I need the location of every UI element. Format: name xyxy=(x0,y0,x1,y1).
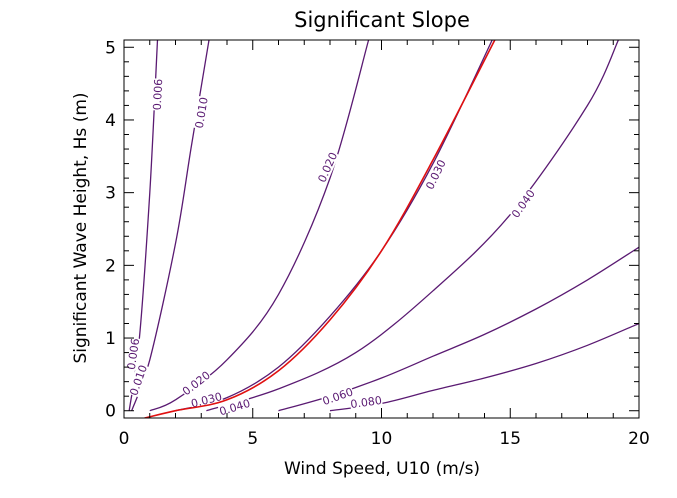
contour-label-mask xyxy=(349,393,383,411)
x-tick-label: 0 xyxy=(119,429,130,449)
contour-label-mask xyxy=(150,78,165,111)
x-tick-label: 5 xyxy=(247,429,258,449)
contour-label-mask xyxy=(217,396,252,418)
contour-label-mask xyxy=(320,385,355,408)
contour-label-text: 0.040 xyxy=(218,397,252,419)
plot-area: 0.0060.0060.0100.0100.0200.0200.0300.030… xyxy=(124,40,639,419)
y-tick-label: 0 xyxy=(105,402,116,422)
y-tick-label: 4 xyxy=(105,111,116,131)
contour-label-mask xyxy=(423,157,448,192)
contour-line-0_020 xyxy=(149,40,370,412)
contour-label: 0.006 xyxy=(124,337,142,371)
contour-label-text: 0.040 xyxy=(509,187,538,220)
contour-line-0_010 xyxy=(131,40,210,411)
axes: 0 5 10 15 20 0 1 2 3 4 5 xyxy=(105,38,650,449)
contour-label-mask xyxy=(189,390,224,410)
contour-label: 0.010 xyxy=(192,95,211,130)
x-axis-label: Wind Speed, U10 (m/s) xyxy=(284,459,480,479)
x-tick-label: 10 xyxy=(371,429,393,449)
contour-label-text: 0.006 xyxy=(125,338,142,371)
y-tick-label: 5 xyxy=(105,38,116,58)
chart-title: Significant Slope xyxy=(294,8,470,32)
contour-label-mask xyxy=(315,150,340,185)
contour-label: 0.006 xyxy=(150,78,166,111)
contour-label-mask xyxy=(179,368,213,398)
y-tick-label: 2 xyxy=(105,256,116,276)
contour-label-text: 0.080 xyxy=(350,394,383,411)
contour-label: 0.020 xyxy=(315,150,341,185)
y-tick-label: 3 xyxy=(105,184,116,204)
contour-label-mask xyxy=(124,337,142,371)
x-tick-label: 20 xyxy=(628,429,650,449)
contour-label: 0.080 xyxy=(349,393,383,411)
contour-label-mask xyxy=(508,187,538,221)
contour-label-mask xyxy=(127,363,150,398)
contour-label-text: 0.006 xyxy=(151,78,166,110)
contour-label: 0.040 xyxy=(508,187,538,221)
contour-label-mask xyxy=(192,95,210,130)
y-tick-label: 1 xyxy=(105,329,116,349)
contour-line-0_060 xyxy=(278,246,639,412)
contour-label-text: 0.020 xyxy=(316,150,341,184)
contour-line-0_030 xyxy=(175,40,493,412)
contour-line-0_040 xyxy=(206,40,619,412)
y-axis-label: Significant Wave Height, Hs (m) xyxy=(71,92,91,363)
highlight-curve xyxy=(144,40,496,418)
contour-label-text: 0.010 xyxy=(193,96,211,129)
x-tick-label: 15 xyxy=(499,429,521,449)
